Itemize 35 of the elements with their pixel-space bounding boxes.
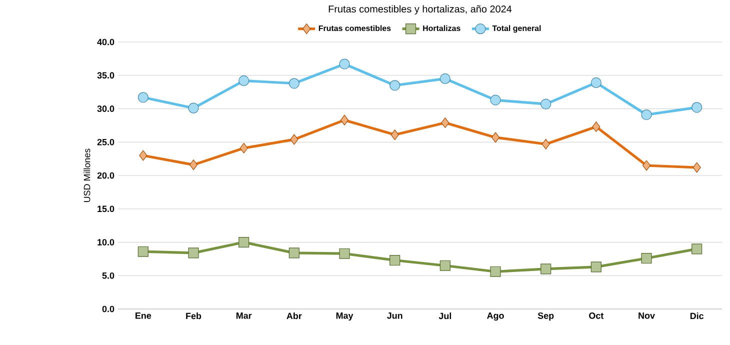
point	[692, 244, 702, 254]
point	[440, 260, 450, 271]
x-tick-label: Feb	[186, 312, 202, 320]
x-tick-label: Mar	[236, 312, 252, 319]
point	[490, 266, 501, 277]
point	[238, 236, 250, 248]
y-tick-label: 15.0	[98, 206, 114, 212]
y-tick-label: 10.0	[98, 239, 114, 246]
y-tick-label: 0.0	[102, 306, 114, 312]
y-tick-label: 20.0	[97, 172, 114, 179]
y-tick-label: 5.0	[102, 272, 114, 279]
y-tick-label: 25.0	[97, 138, 114, 146]
x-tick-label: May	[336, 312, 354, 321]
chart-title: Frutas comestibles y hortalizas, año 2024	[328, 5, 512, 14]
x-tick-label: Sep	[538, 312, 554, 321]
point	[288, 248, 300, 258]
point	[188, 248, 199, 258]
x-tick-label: Jul	[438, 312, 452, 320]
point	[590, 262, 602, 272]
x-tick-label: Nov	[638, 312, 655, 319]
point	[540, 264, 552, 274]
x-tick-label: Ago	[487, 312, 504, 321]
x-tick-label: Abr	[286, 312, 302, 320]
x-tick-label: Oct	[589, 312, 604, 319]
point	[138, 246, 148, 257]
y-axis-title: USD Millones	[84, 148, 90, 202]
y-tick-label: 35.0	[97, 72, 114, 79]
point	[641, 252, 652, 264]
point	[390, 254, 400, 266]
y-tick-label: 30.0	[97, 106, 114, 112]
x-tick-label: Jun	[387, 312, 402, 319]
x-tick-label: Dic	[690, 312, 704, 320]
point	[339, 248, 350, 259]
y-tick-label: 40.0	[97, 38, 114, 46]
x-tick-label: Ene	[136, 312, 152, 319]
